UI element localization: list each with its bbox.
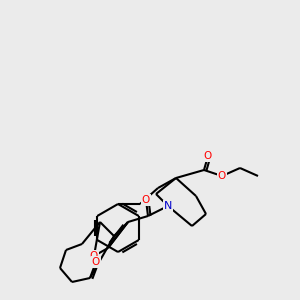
- Text: O: O: [204, 151, 212, 161]
- Text: O: O: [92, 257, 100, 267]
- Text: O: O: [218, 171, 226, 181]
- Text: O: O: [90, 251, 98, 261]
- Text: N: N: [164, 201, 172, 211]
- Text: O: O: [142, 195, 150, 205]
